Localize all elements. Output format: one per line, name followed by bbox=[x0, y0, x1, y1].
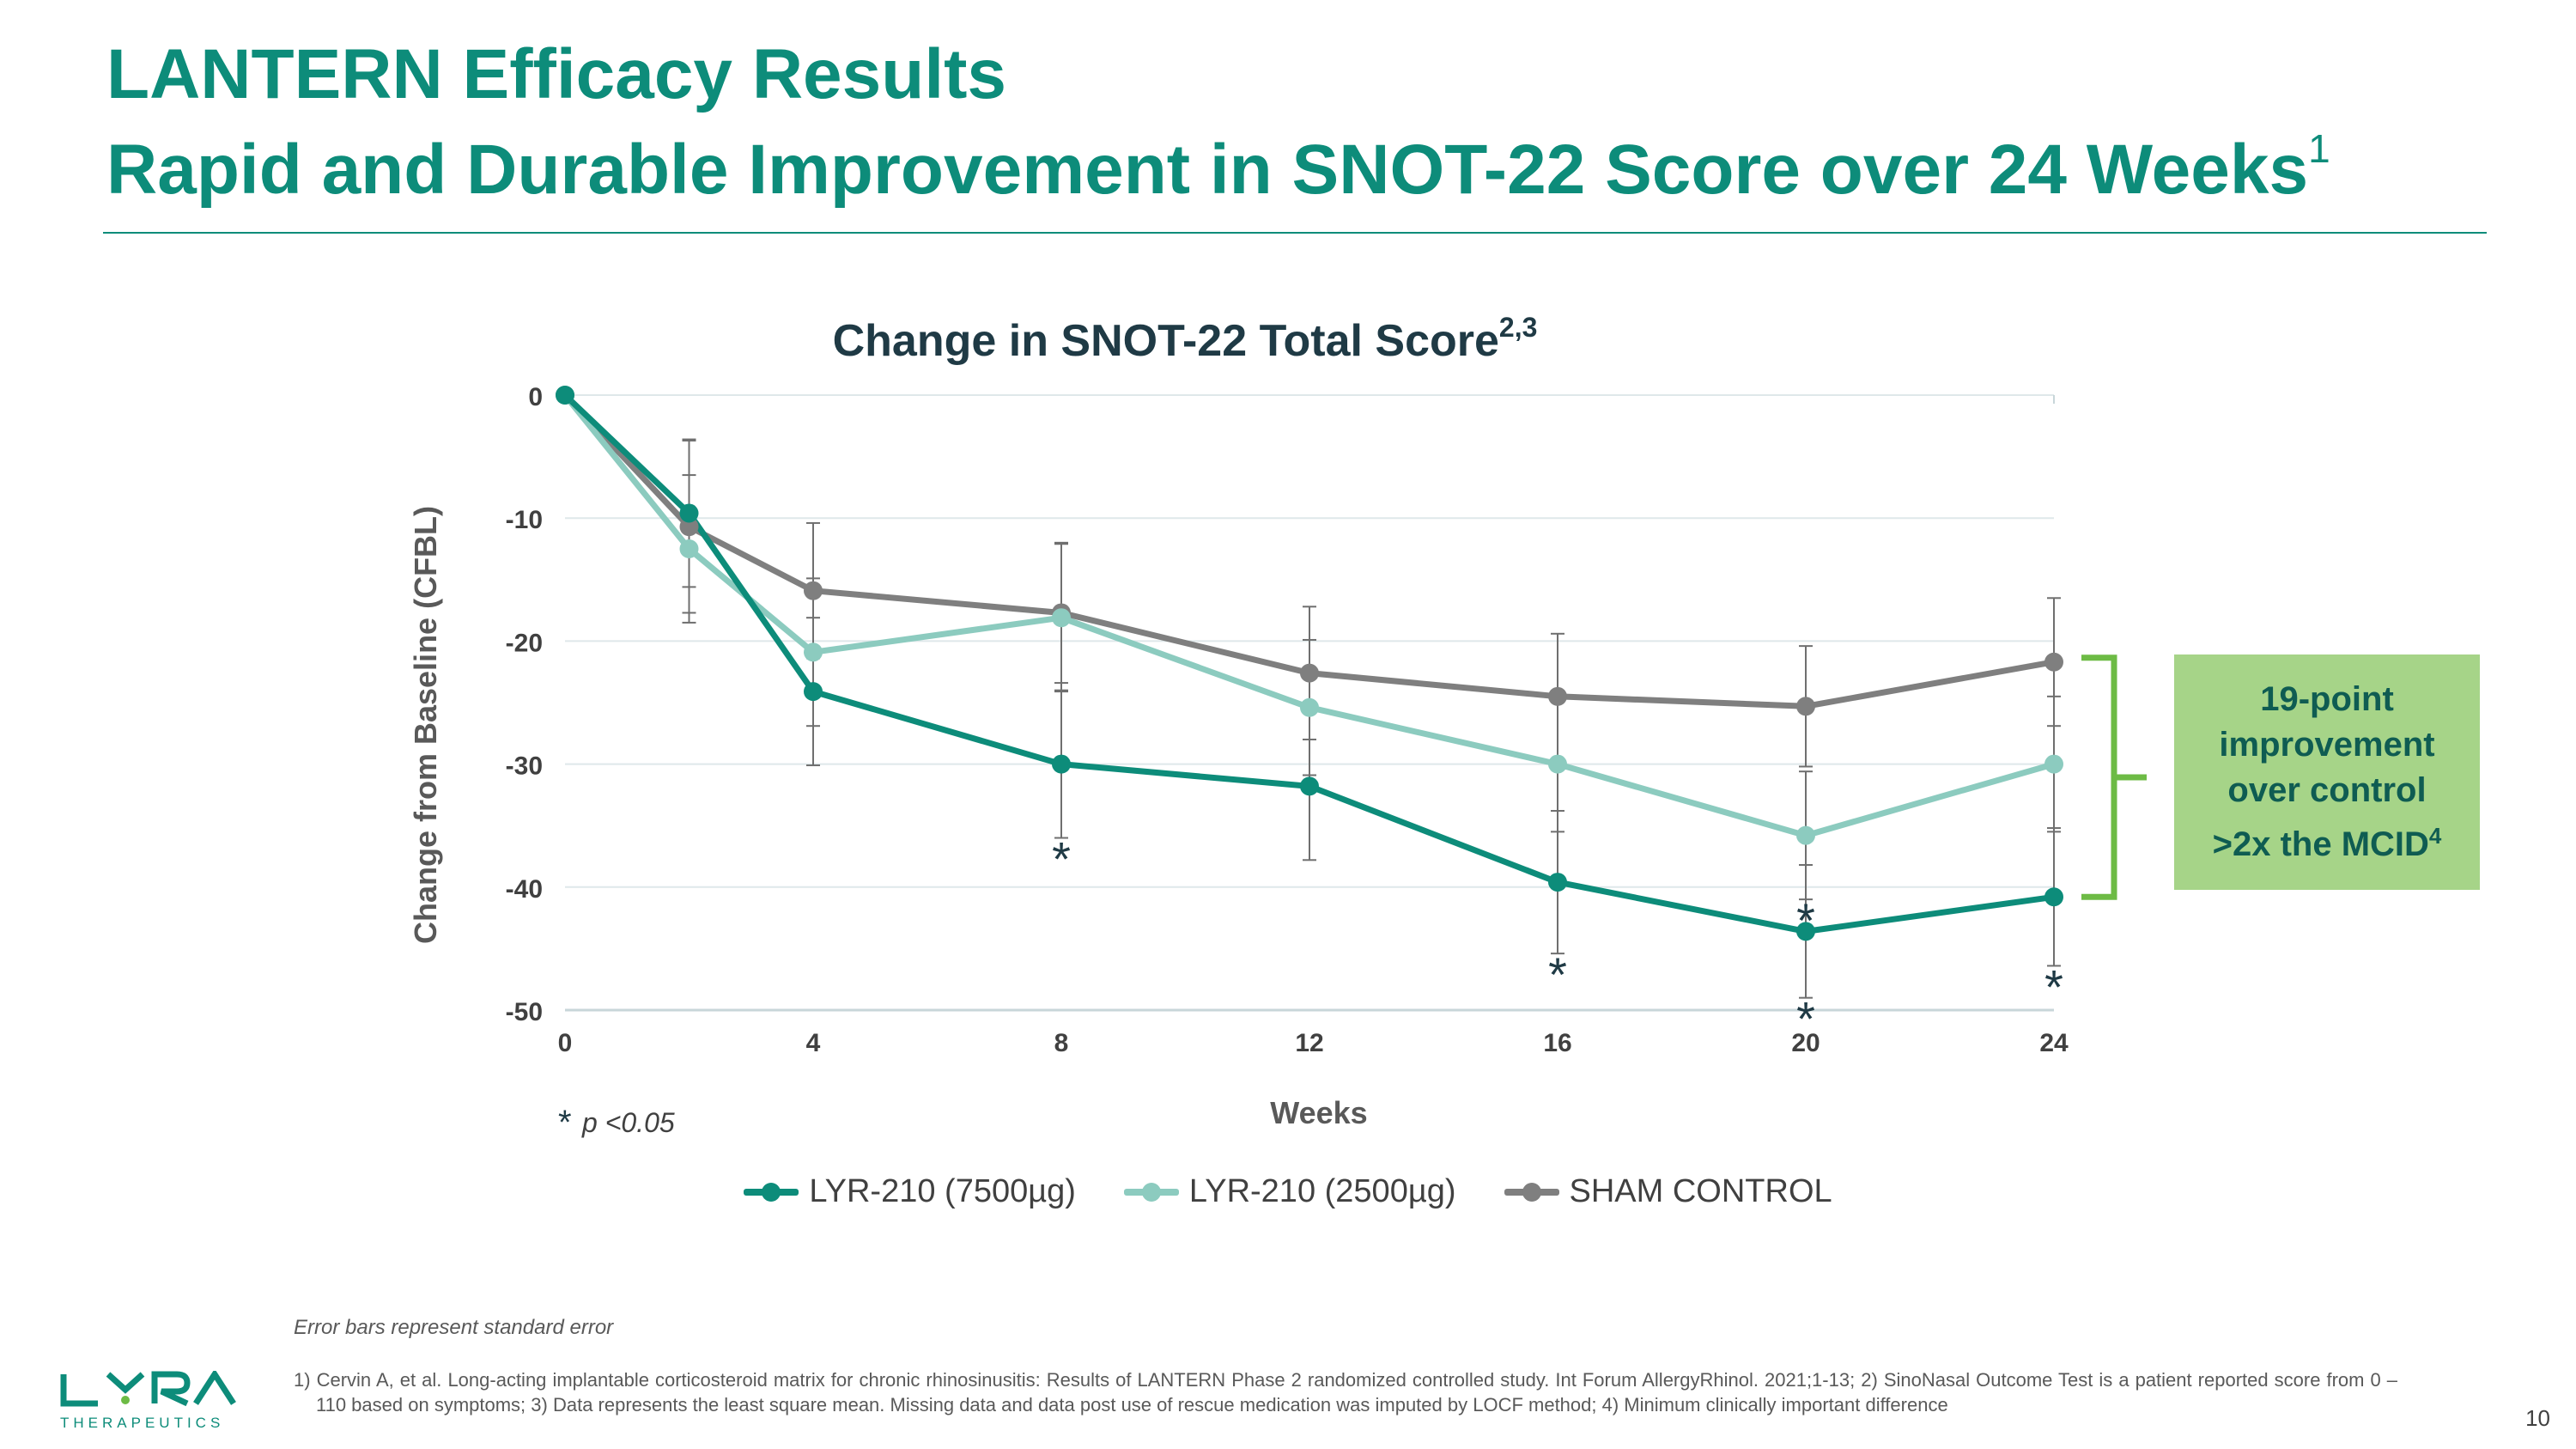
significance-legend-marker: * bbox=[558, 1104, 572, 1142]
series-line-1 bbox=[562, 393, 2055, 839]
callout-bracket bbox=[2081, 654, 2147, 900]
chart-title-sup: 2,3 bbox=[1499, 312, 1537, 343]
x-tick-label: 8 bbox=[1054, 1029, 1069, 1057]
chart-points bbox=[556, 386, 2063, 941]
legend-label-lyr-2500: LYR-210 (2500µg) bbox=[1188, 1173, 1456, 1209]
data-point-series-0 bbox=[1052, 754, 1071, 774]
slide-subtitle-text: Rapid and Durable Improvement in SNOT-22… bbox=[106, 131, 2309, 209]
x-axis-label: Weeks bbox=[1270, 1095, 1367, 1130]
chart-series-lines bbox=[562, 393, 2055, 935]
callout-line-4-text: >2x the MCID bbox=[2212, 825, 2429, 863]
callout-line-2: improvement bbox=[2219, 726, 2435, 764]
callout-line-1: 19-point bbox=[2260, 680, 2394, 718]
legend-swatch-lyr-2500 bbox=[1123, 1182, 1179, 1202]
data-point-series-2 bbox=[1548, 686, 1567, 706]
lyra-logo-mark bbox=[60, 1368, 236, 1407]
slide-subtitle: Rapid and Durable Improvement in SNOT-22… bbox=[106, 129, 2330, 205]
data-point-series-0 bbox=[679, 503, 699, 523]
bracket-shape bbox=[2081, 654, 2117, 900]
x-tick-label: 12 bbox=[1295, 1029, 1323, 1057]
data-point-series-2 bbox=[804, 581, 823, 600]
lyra-logo: THERAPEUTICS bbox=[60, 1368, 240, 1432]
y-tick-label: -40 bbox=[506, 875, 543, 904]
data-point-series-0 bbox=[804, 682, 823, 702]
y-tick-label: -30 bbox=[506, 752, 543, 781]
data-point-series-1 bbox=[1052, 608, 1071, 628]
data-point-series-1 bbox=[1300, 697, 1319, 717]
x-tick-label: 24 bbox=[2039, 1029, 2069, 1057]
significance-star: * bbox=[2044, 959, 2063, 1014]
y-axis-label: Change from Baseline (CFBL) bbox=[408, 506, 443, 944]
data-point-series-1 bbox=[679, 539, 699, 558]
data-point-series-1 bbox=[1548, 754, 1567, 774]
data-point-series-0 bbox=[2044, 887, 2063, 907]
page-number: 10 bbox=[2525, 1405, 2550, 1431]
data-point-series-0 bbox=[1548, 873, 1567, 892]
legend-label-sham: SHAM CONTROL bbox=[1569, 1173, 1832, 1209]
chart-legend: LYR-210 (7500µg) LYR-210 (2500µg) SHAM C… bbox=[0, 1173, 2576, 1210]
slide-title-text: LANTERN Efficacy Results bbox=[106, 35, 1007, 113]
chart-title-text: Change in SNOT-22 Total Score bbox=[833, 316, 1499, 366]
slide-title: LANTERN Efficacy Results bbox=[106, 40, 1006, 110]
callout-line-3: over control bbox=[2227, 771, 2427, 809]
chart-axes: 0 -10 -20 -30 -40 -50 0 4 8 12 16 20 24 bbox=[506, 383, 2069, 1057]
data-point-series-1 bbox=[2044, 754, 2063, 774]
x-tick-label: 0 bbox=[558, 1029, 573, 1057]
y-tick-label: -10 bbox=[506, 506, 543, 534]
significance-star: * bbox=[1548, 947, 1567, 1002]
data-point-series-1 bbox=[1796, 825, 1815, 845]
y-tick-label: -20 bbox=[506, 629, 543, 657]
improvement-callout: 19-point improvement over control >2x th… bbox=[2174, 654, 2480, 890]
data-point-series-0 bbox=[556, 386, 574, 405]
data-point-series-2 bbox=[1300, 663, 1319, 683]
legend-label-lyr-7500: LYR-210 (7500µg) bbox=[809, 1173, 1076, 1209]
significance-star: * bbox=[1796, 893, 1815, 947]
error-bar-note: Error bars represent standard error bbox=[294, 1316, 614, 1339]
data-point-series-2 bbox=[1796, 697, 1815, 716]
significance-markers: * * * * * bbox=[1052, 832, 2063, 1046]
legend-item-lyr-7500: LYR-210 (7500µg) bbox=[744, 1173, 1076, 1210]
x-tick-label: 16 bbox=[1543, 1029, 1571, 1057]
callout-footnote-ref: 4 bbox=[2428, 823, 2442, 849]
significance-star: * bbox=[1796, 992, 1815, 1046]
legend-item-lyr-2500: LYR-210 (2500µg) bbox=[1123, 1173, 1456, 1210]
references: 1) Cervin A, et al. Long-acting implanta… bbox=[294, 1369, 2397, 1416]
subtitle-footnote-ref: 1 bbox=[2308, 126, 2330, 171]
legend-swatch-lyr-7500 bbox=[744, 1182, 799, 1202]
title-divider bbox=[103, 232, 2487, 234]
logo-subtitle: THERAPEUTICS bbox=[60, 1415, 225, 1431]
legend-swatch-sham bbox=[1504, 1182, 1559, 1202]
data-point-series-1 bbox=[804, 642, 823, 662]
x-tick-label: 20 bbox=[1791, 1029, 1820, 1057]
y-tick-label: 0 bbox=[528, 383, 543, 411]
data-point-series-2 bbox=[2044, 652, 2063, 672]
chart-title: Change in SNOT-22 Total Score2,3 bbox=[833, 312, 1538, 366]
data-point-series-0 bbox=[1300, 776, 1319, 796]
significance-star: * bbox=[1052, 832, 1071, 886]
series-line-2 bbox=[562, 393, 2055, 709]
callout-line-4: >2x the MCID4 bbox=[2174, 813, 2480, 868]
x-tick-label: 4 bbox=[806, 1029, 821, 1057]
significance-legend-text: p <0.05 bbox=[581, 1107, 675, 1138]
legend-item-sham: SHAM CONTROL bbox=[1504, 1173, 1832, 1210]
data-point-series-0 bbox=[1796, 922, 1815, 941]
y-tick-label: -50 bbox=[506, 998, 543, 1026]
series-line-0 bbox=[562, 393, 2055, 935]
data-point-series-2 bbox=[679, 517, 699, 537]
